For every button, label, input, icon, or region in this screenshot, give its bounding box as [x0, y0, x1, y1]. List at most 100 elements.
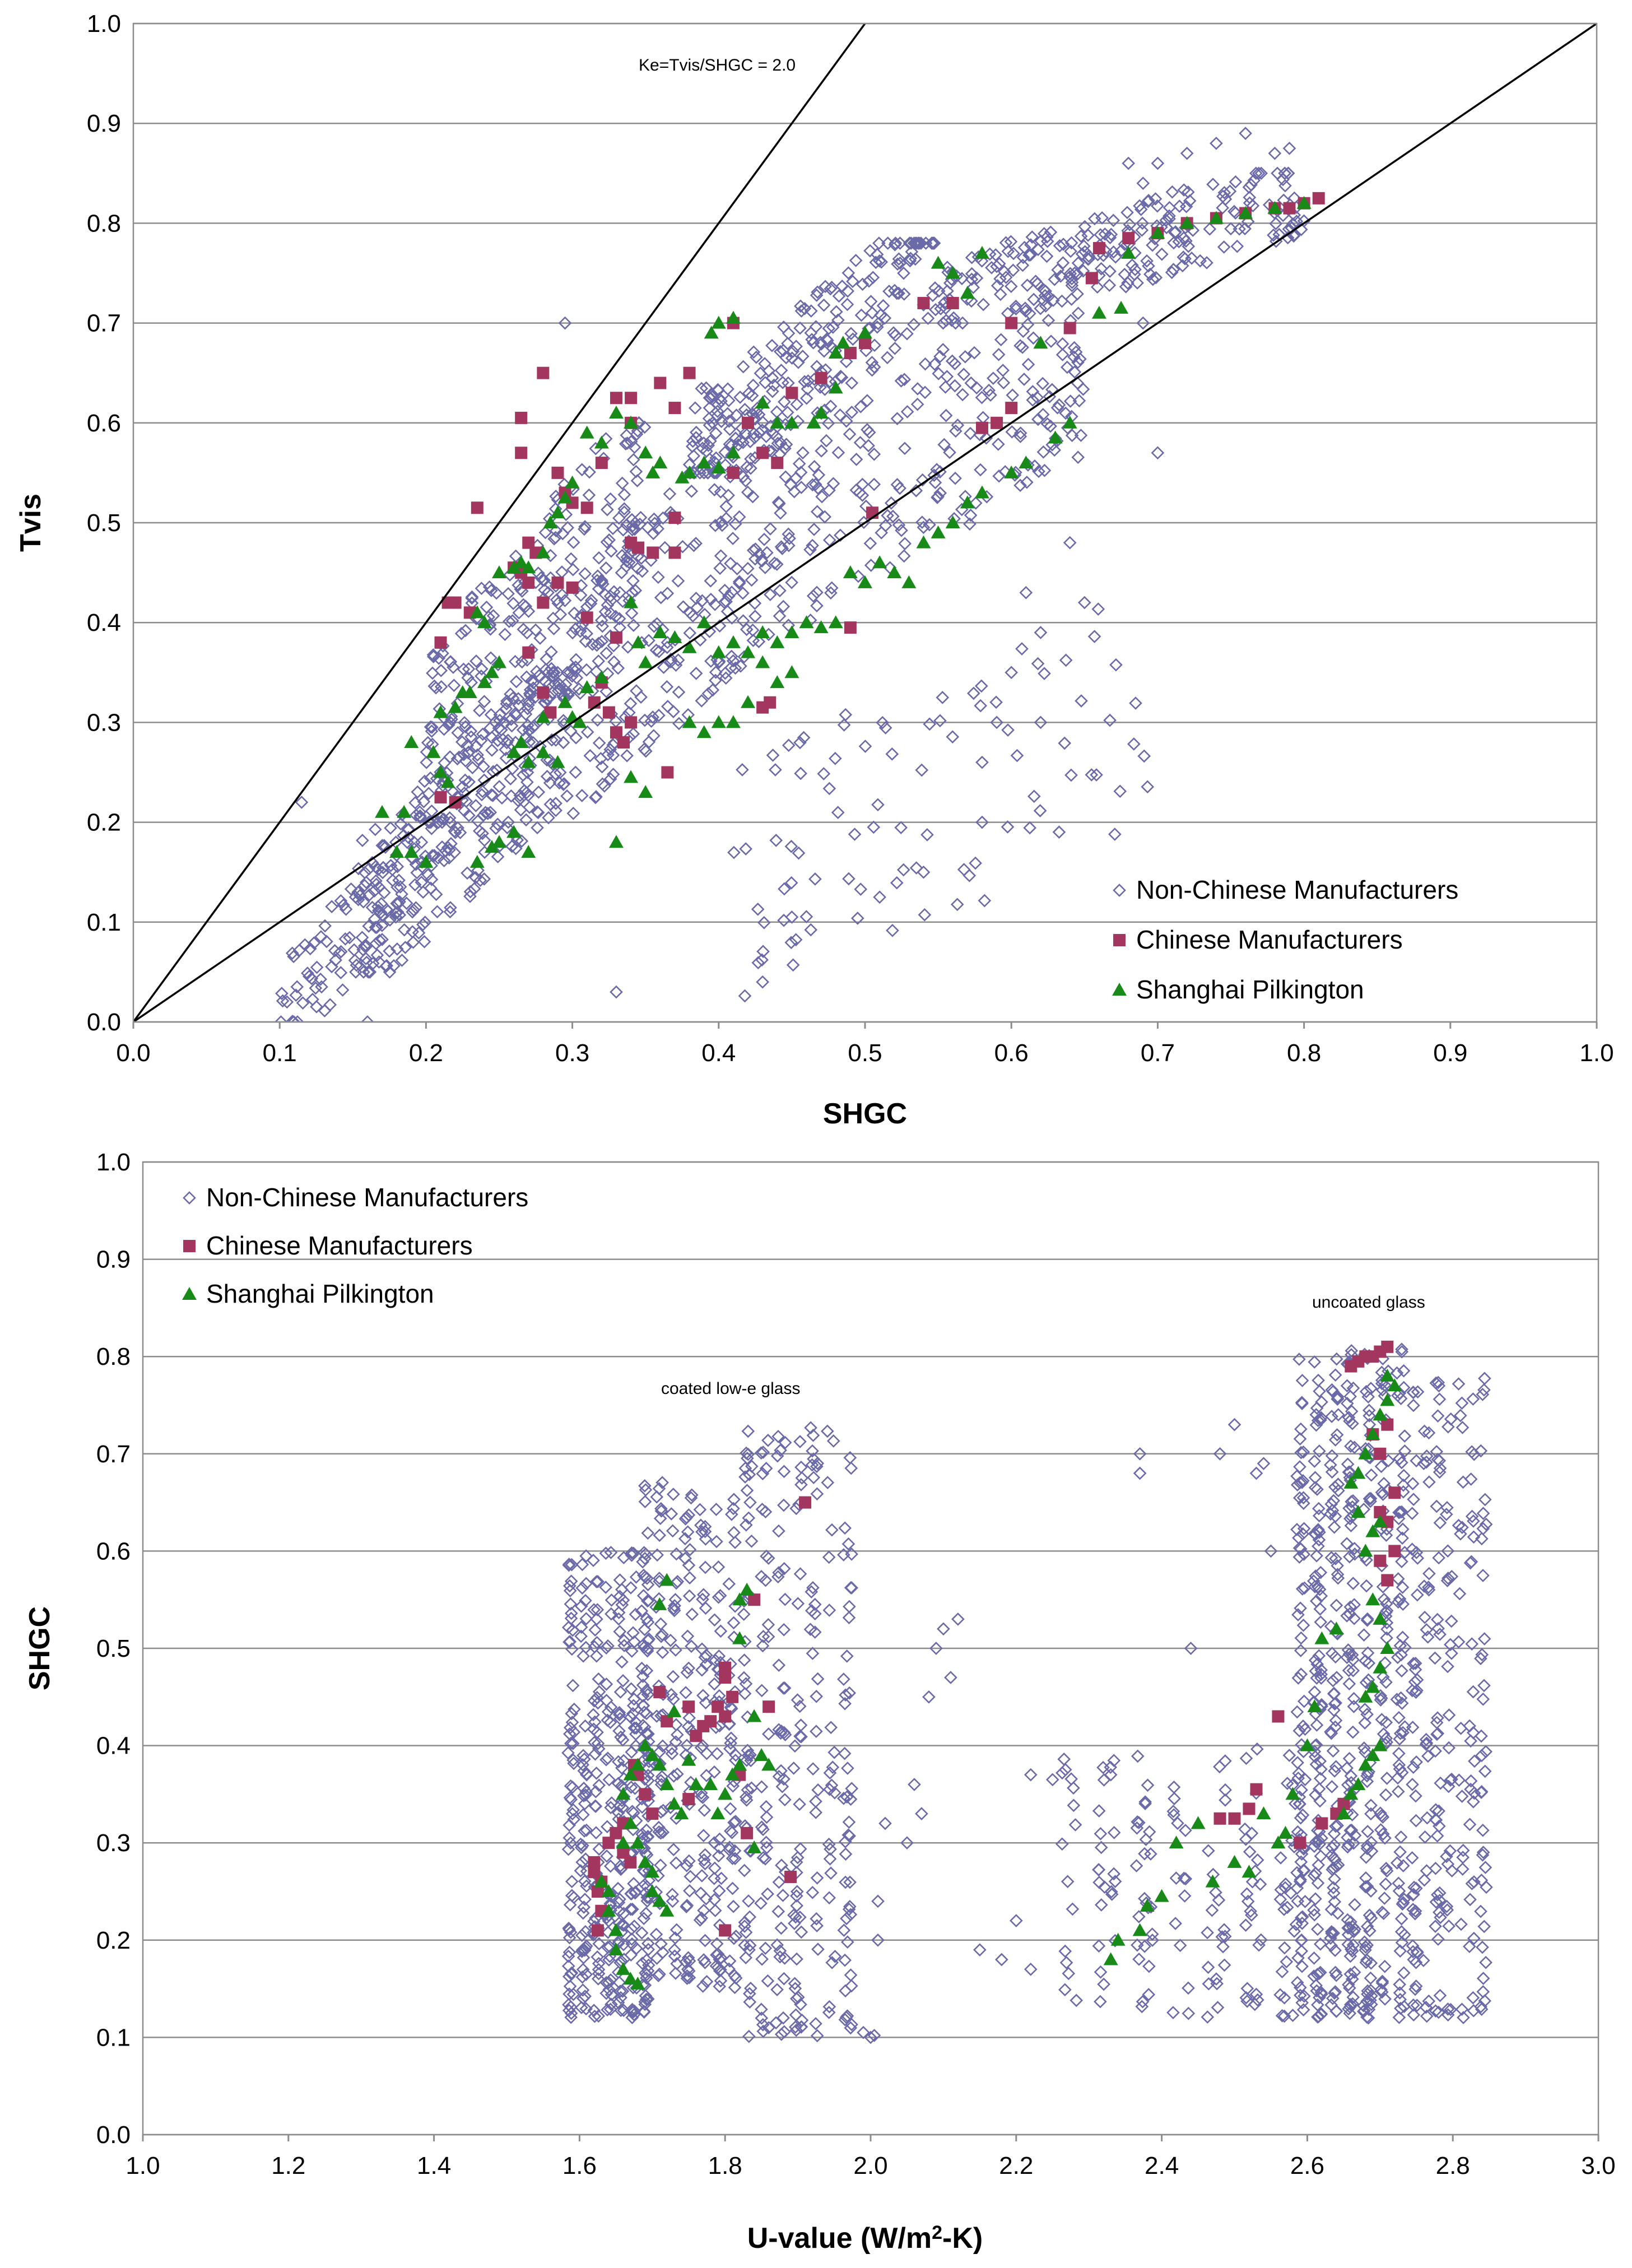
marker-chinese — [741, 1827, 754, 1839]
marker-nonchinese — [1138, 1797, 1152, 1811]
marker-nonchinese — [1419, 1732, 1433, 1746]
marker-nonchinese — [1041, 290, 1056, 303]
marker-nonchinese — [869, 255, 883, 269]
marker-nonchinese — [667, 1843, 681, 1856]
marker-nonchinese — [1296, 1863, 1310, 1877]
marker-nonchinese — [1340, 1761, 1354, 1775]
marker-nonchinese — [724, 556, 737, 570]
marker-nonchinese — [934, 302, 947, 315]
marker-nonchinese — [1059, 653, 1073, 667]
marker-nonchinese — [1019, 301, 1032, 315]
marker-nonchinese — [1434, 1776, 1447, 1790]
marker-nonchinese — [1053, 239, 1067, 253]
marker-nonchinese — [1068, 365, 1082, 379]
marker-nonchinese — [1294, 1988, 1307, 2002]
marker-chinese — [764, 696, 777, 709]
marker-nonchinese — [894, 821, 908, 835]
marker-nonchinese — [517, 622, 531, 636]
marker-nonchinese — [635, 1604, 649, 1618]
marker-nonchinese — [1364, 1491, 1378, 1505]
marker-shanghai — [916, 535, 931, 549]
marker-nonchinese — [1055, 294, 1069, 308]
marker-shanghai — [550, 755, 565, 768]
marker-nonchinese — [854, 882, 868, 896]
marker-nonchinese — [915, 1807, 928, 1820]
marker-nonchinese — [575, 2001, 588, 2015]
marker-shanghai — [740, 1582, 755, 1596]
marker-nonchinese — [979, 431, 993, 445]
marker-shanghai — [755, 396, 770, 409]
marker-chinese — [1381, 1418, 1394, 1431]
marker-nonchinese — [794, 481, 808, 494]
marker-shanghai — [601, 1884, 616, 1897]
marker-nonchinese — [770, 430, 783, 444]
marker-nonchinese — [761, 1887, 774, 1901]
marker-nonchinese — [606, 748, 620, 762]
marker-nonchinese — [1340, 1609, 1354, 1623]
marker-nonchinese — [1252, 1938, 1266, 1952]
marker-chinese — [784, 1870, 797, 1883]
marker-nonchinese — [1103, 713, 1117, 727]
marker-shanghai — [696, 456, 712, 469]
marker-nonchinese — [728, 1981, 742, 1995]
marker-nonchinese — [1476, 1972, 1490, 1985]
marker-nonchinese — [1442, 1572, 1455, 1585]
marker-nonchinese — [1185, 251, 1198, 265]
marker-nonchinese — [770, 1449, 784, 1463]
marker-nonchinese — [556, 527, 570, 541]
marker-nonchinese — [411, 785, 425, 799]
marker-nonchinese — [639, 1907, 653, 1920]
marker-nonchinese — [1480, 1880, 1493, 1894]
marker-nonchinese — [707, 1871, 721, 1885]
marker-nonchinese — [519, 813, 533, 827]
marker-nonchinese — [823, 1852, 837, 1866]
marker-nonchinese — [369, 874, 383, 888]
marker-nonchinese — [719, 500, 733, 513]
marker-nonchinese — [681, 1719, 695, 1733]
marker-nonchinese — [589, 1767, 603, 1780]
marker-shanghai — [638, 445, 653, 459]
marker-nonchinese — [1466, 1991, 1480, 2005]
marker-nonchinese — [1031, 243, 1045, 257]
marker-shanghai — [1314, 1631, 1329, 1644]
marker-nonchinese — [1026, 385, 1040, 398]
marker-nonchinese — [1327, 1520, 1341, 1534]
y-tick-label: 0.5 — [87, 509, 121, 537]
marker-nonchinese — [413, 809, 427, 823]
marker-nonchinese — [839, 2010, 853, 2024]
marker-nonchinese — [576, 1808, 590, 1821]
marker-nonchinese — [1340, 1379, 1354, 1393]
marker-chinese — [991, 416, 1003, 429]
marker-nonchinese — [1213, 1760, 1226, 1774]
marker-shanghai — [506, 825, 522, 838]
marker-nonchinese — [1364, 1468, 1378, 1482]
marker-nonchinese — [886, 923, 899, 937]
marker-nonchinese — [515, 655, 529, 669]
marker-shanghai — [828, 346, 843, 359]
marker-nonchinese — [1364, 1993, 1377, 2007]
marker-nonchinese — [1325, 1926, 1338, 1940]
marker-nonchinese — [1455, 1396, 1469, 1410]
marker-shanghai — [572, 715, 587, 728]
marker-nonchinese — [620, 550, 634, 564]
marker-nonchinese — [894, 374, 908, 388]
marker-nonchinese — [997, 264, 1011, 278]
marker-nonchinese — [772, 1524, 785, 1538]
chart1-legend-chinese: Chinese Manufacturers — [1136, 925, 1403, 954]
marker-nonchinese — [787, 1908, 801, 1922]
marker-nonchinese — [492, 780, 506, 793]
marker-nonchinese — [599, 561, 613, 575]
marker-shanghai — [799, 615, 814, 629]
marker-nonchinese — [1477, 1679, 1491, 1693]
chart1-legend-marker-chinese — [1113, 934, 1126, 946]
marker-shanghai — [624, 595, 639, 608]
marker-shanghai — [1351, 1504, 1366, 1518]
marker-nonchinese — [1327, 1687, 1341, 1701]
marker-nonchinese — [1097, 1773, 1111, 1787]
marker-nonchinese — [704, 592, 718, 606]
marker-shanghai — [813, 405, 829, 419]
marker-nonchinese — [805, 1585, 819, 1599]
marker-nonchinese — [740, 1753, 754, 1767]
marker-nonchinese — [334, 894, 348, 908]
marker-nonchinese — [615, 1918, 629, 1932]
